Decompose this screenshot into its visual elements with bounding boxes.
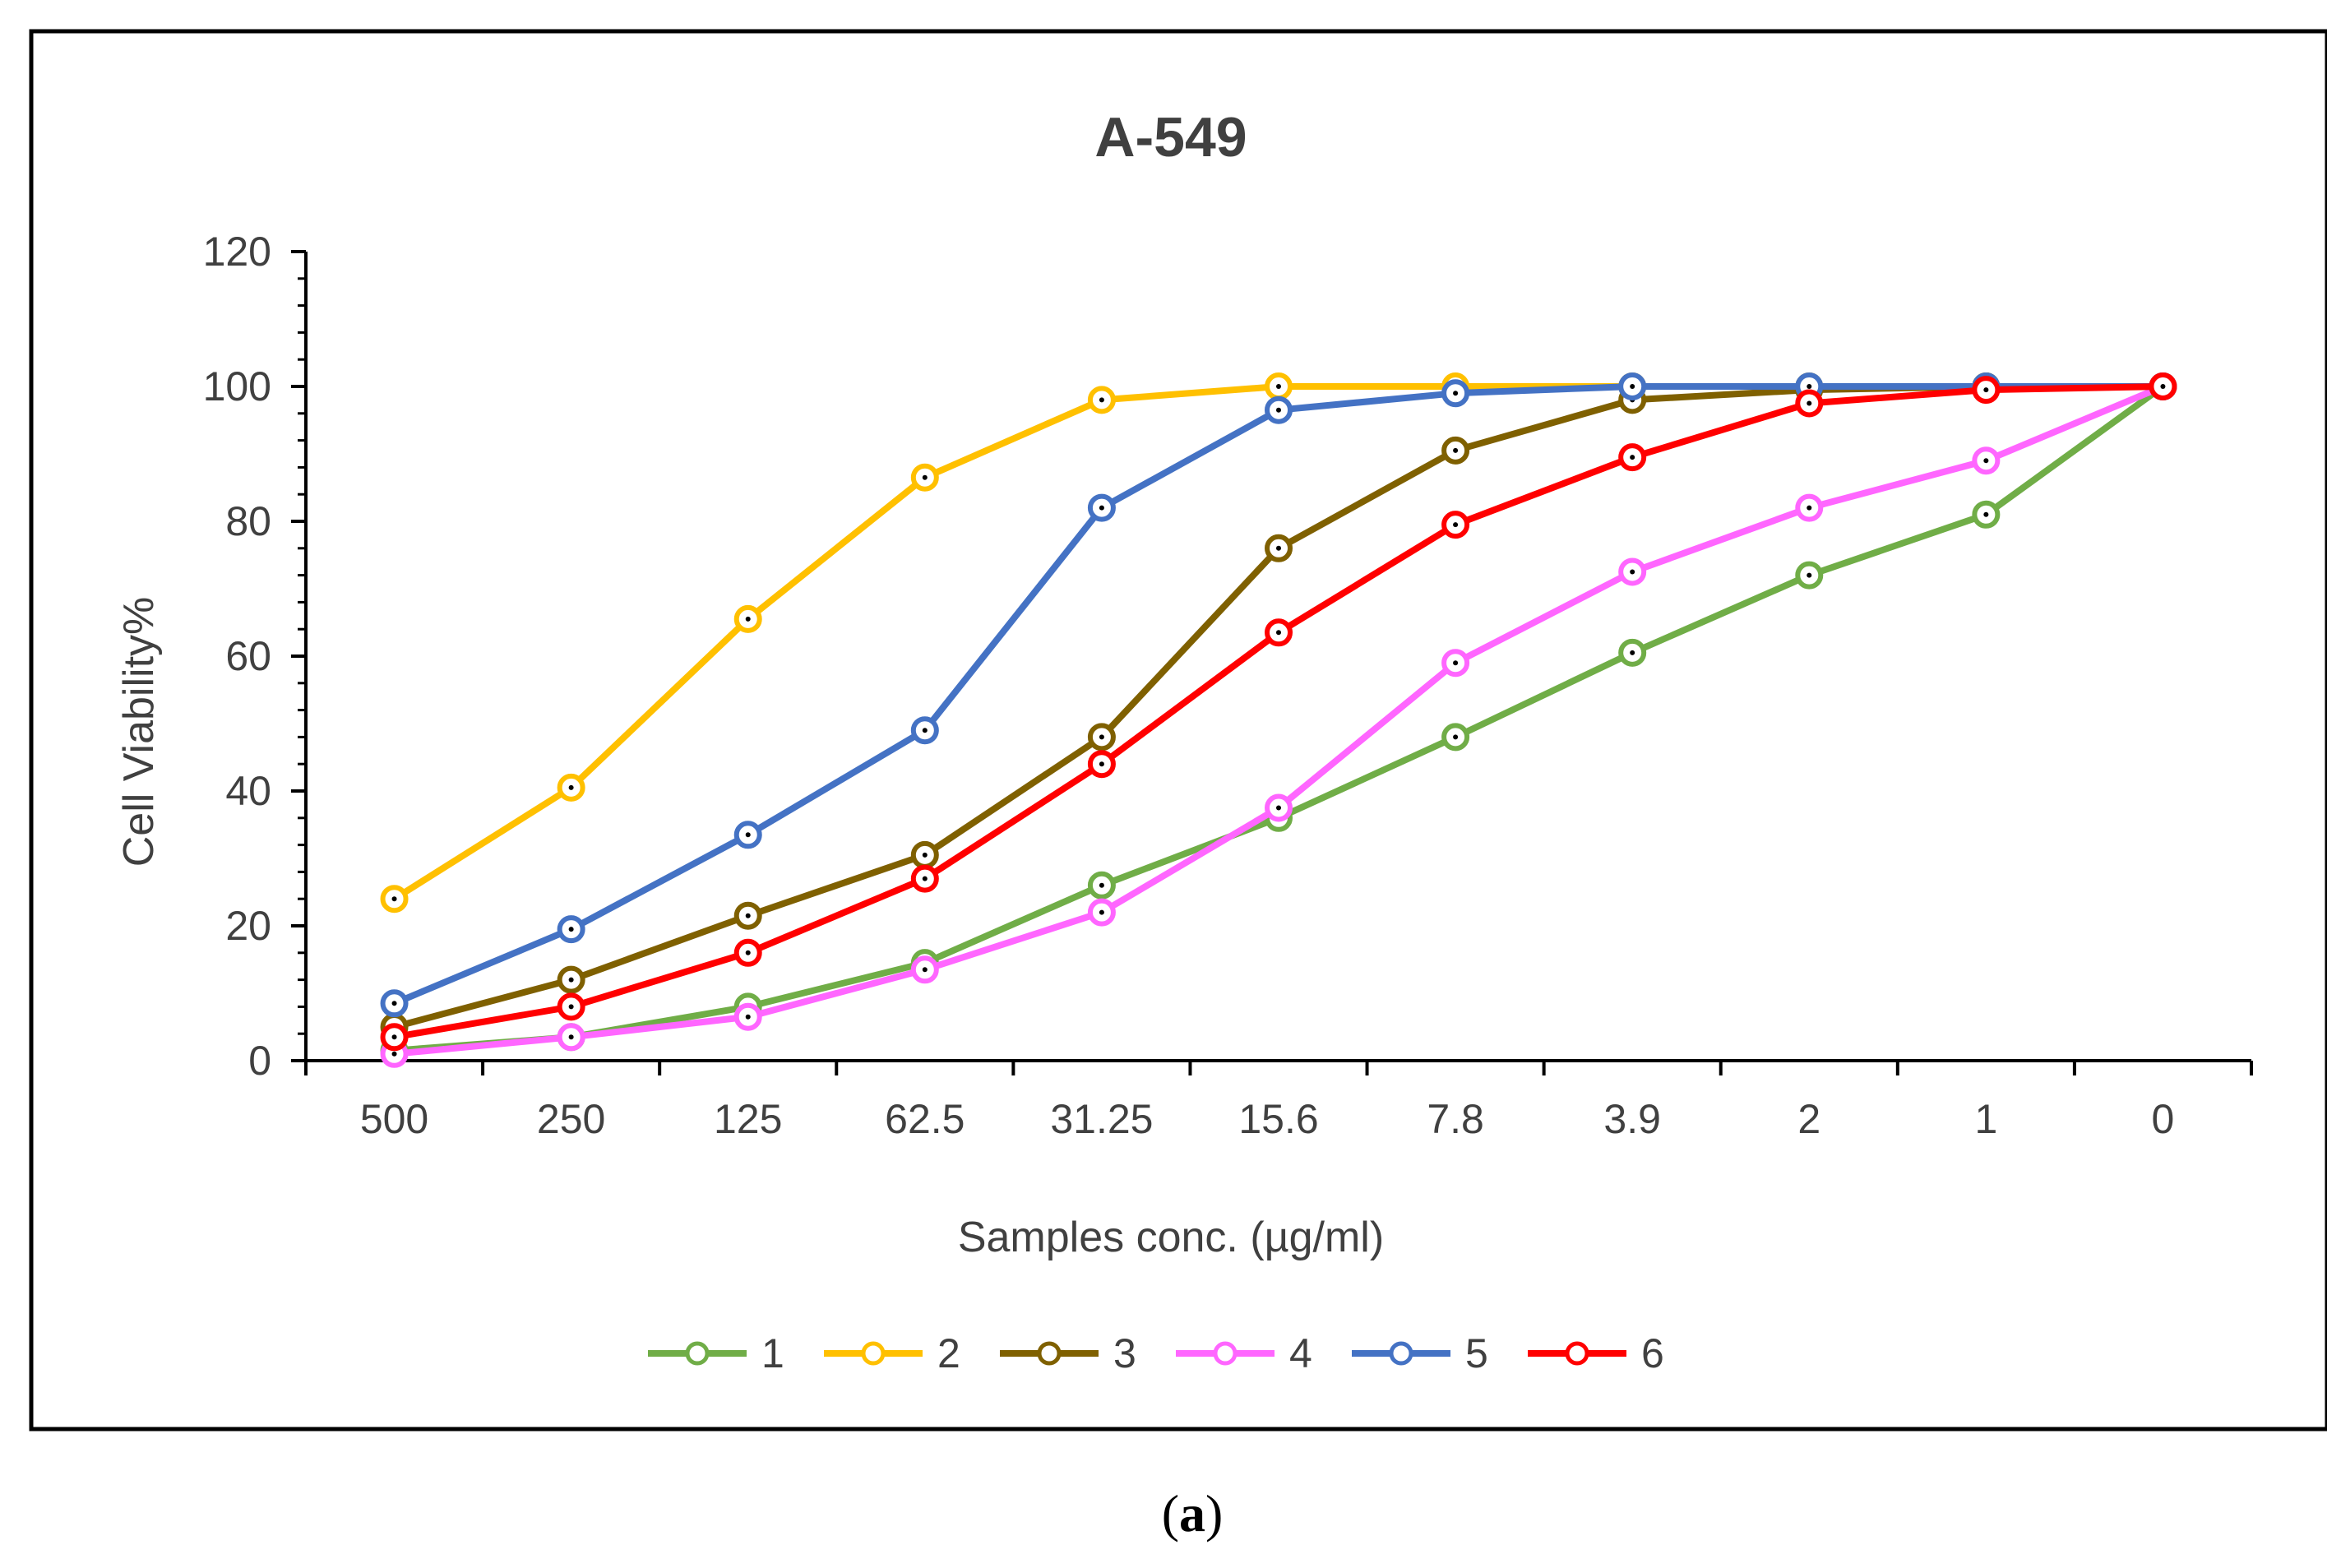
- series-4-marker-dot: [1453, 660, 1459, 666]
- series-4-marker-dot: [1276, 805, 1281, 811]
- legend-entry-4: 4: [1176, 1330, 1312, 1376]
- series-5-marker-dot: [922, 728, 928, 733]
- series-6-marker-dot: [1453, 522, 1459, 528]
- chart-frame: [29, 29, 2327, 1432]
- legend-label: 2: [937, 1330, 960, 1376]
- legend-label: 3: [1113, 1330, 1136, 1376]
- legend-swatch-marker: [1213, 1341, 1238, 1366]
- series-5-marker-dot: [1453, 391, 1459, 396]
- legend-swatch-marker: [1037, 1341, 1062, 1366]
- x-tick-label: 31.25: [1050, 1096, 1153, 1142]
- caption-open: (: [1162, 1484, 1179, 1543]
- chart-title: A-549: [1094, 106, 1247, 169]
- legend-swatch-marker: [861, 1341, 886, 1366]
- series-3-marker-dot: [568, 977, 574, 983]
- series-4-marker-dot: [1807, 505, 1812, 511]
- legend-entry-6: 6: [1528, 1330, 1664, 1376]
- legend-entry-2: 2: [824, 1330, 960, 1376]
- legend-swatch-marker: [1389, 1341, 1413, 1366]
- series-4-marker-dot: [745, 1014, 751, 1020]
- series-2-marker-dot: [1099, 397, 1104, 403]
- series-4-marker-dot: [568, 1034, 574, 1040]
- legend-label: 6: [1641, 1330, 1664, 1376]
- series-1-marker-dot: [1453, 734, 1459, 740]
- y-tick-label: 60: [225, 633, 271, 679]
- y-tick-label: 100: [203, 363, 271, 409]
- series-6-marker-dot: [1276, 630, 1281, 636]
- x-tick-label: 2: [1797, 1096, 1820, 1142]
- series-3-marker-dot: [922, 852, 928, 858]
- series-6-marker-dot: [1630, 455, 1635, 460]
- series-2-marker-dot: [745, 616, 751, 622]
- series-4-marker-dot: [922, 967, 928, 973]
- series-5-marker-dot: [745, 832, 751, 838]
- x-tick-label: 0: [2152, 1096, 2175, 1142]
- x-tick-label: 1: [1974, 1096, 1997, 1142]
- legend-swatch-marker: [685, 1341, 710, 1366]
- series-6-marker-dot: [391, 1034, 397, 1040]
- series-6-marker-dot: [745, 950, 751, 955]
- legend-label: 5: [1465, 1330, 1488, 1376]
- x-tick-label: 62.5: [885, 1096, 965, 1142]
- series-layer: [380, 372, 2177, 1068]
- series-2-marker-dot: [1276, 384, 1281, 389]
- x-tick-label: 250: [537, 1096, 605, 1142]
- series-6-marker-dot: [1099, 761, 1104, 767]
- series-6-marker-dot: [568, 1004, 574, 1010]
- series-4-marker-dot: [391, 1051, 397, 1057]
- series-3-marker-dot: [1276, 545, 1281, 551]
- figure-caption: (a): [1162, 1484, 1224, 1543]
- series-5-marker-dot: [1276, 407, 1281, 413]
- legend-label: 1: [761, 1330, 784, 1376]
- x-tick-label: 500: [360, 1096, 428, 1142]
- series-5-marker-dot: [391, 1001, 397, 1006]
- y-tick-label: 80: [225, 498, 271, 544]
- series-4-marker-dot: [1983, 458, 1989, 464]
- legend-entry-3: 3: [1000, 1330, 1136, 1376]
- series-3-marker-dot: [745, 913, 751, 918]
- series-6: [380, 372, 2177, 1052]
- series-5-marker-dot: [1807, 384, 1812, 389]
- series-2-marker-dot: [922, 474, 928, 480]
- series-3-marker-dot: [1453, 447, 1459, 453]
- series-6-marker-dot: [1807, 400, 1812, 406]
- series-1-marker-dot: [1983, 511, 1989, 517]
- series-3-marker-dot: [1099, 734, 1104, 740]
- y-tick-label: 120: [203, 229, 271, 275]
- x-tick-label: 7.8: [1427, 1096, 1484, 1142]
- legend-entry-5: 5: [1352, 1330, 1488, 1376]
- x-tick-label: 125: [714, 1096, 782, 1142]
- series-6-marker-dot: [2160, 384, 2166, 389]
- series-1-marker-dot: [1099, 882, 1104, 888]
- legend-label: 4: [1289, 1330, 1312, 1376]
- x-tick-label: 3.9: [1603, 1096, 1661, 1142]
- series-5-marker-dot: [568, 927, 574, 932]
- caption-letter: a: [1179, 1484, 1205, 1543]
- series-4-marker-dot: [1099, 909, 1104, 915]
- series-5-marker-dot: [1630, 384, 1635, 389]
- y-tick-label: 20: [225, 903, 271, 949]
- series-6-marker-dot: [1983, 387, 1989, 393]
- legend-swatch-marker: [1565, 1341, 1589, 1366]
- series-2-marker-dot: [568, 784, 574, 790]
- series-1-marker-dot: [1807, 572, 1812, 578]
- x-tick-label: 15.6: [1238, 1096, 1318, 1142]
- y-tick-label: 40: [225, 768, 271, 814]
- series-6-marker-dot: [922, 876, 928, 881]
- series-5-marker-dot: [1099, 505, 1104, 511]
- y-tick-label: 0: [248, 1038, 271, 1084]
- series-2-marker-dot: [391, 896, 397, 902]
- legend: 1 2 3 4 5 6: [648, 1330, 1664, 1376]
- y-axis-label: Cell Viability%: [115, 597, 163, 867]
- x-axis-label: Samples conc. (µg/ml): [958, 1214, 1384, 1261]
- series-1-marker-dot: [1630, 650, 1635, 655]
- series-4-marker-dot: [1630, 569, 1635, 575]
- legend-entry-1: 1: [648, 1330, 784, 1376]
- caption-close: ): [1205, 1484, 1223, 1543]
